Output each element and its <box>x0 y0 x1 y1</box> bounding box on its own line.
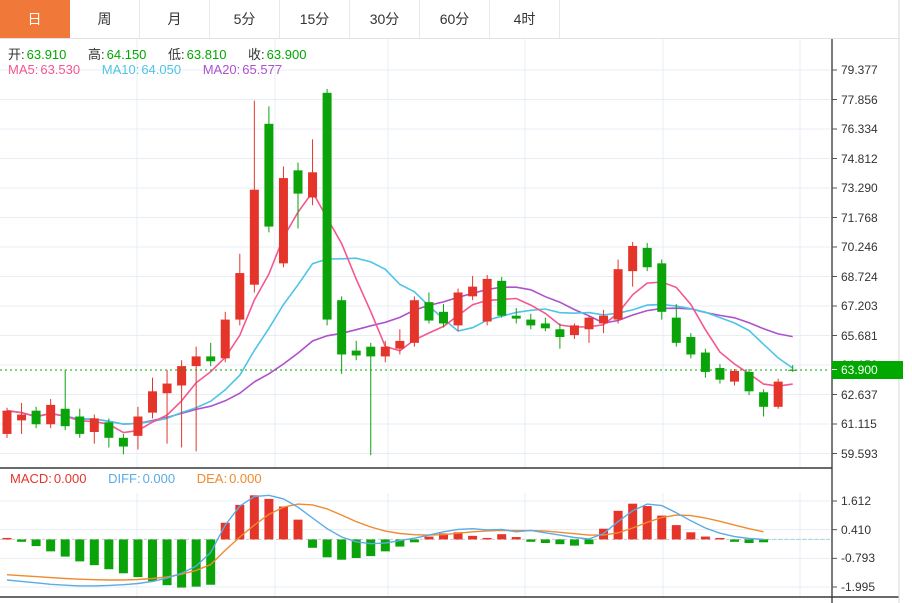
macd-value: 0.000 <box>53 471 87 486</box>
interval-tabbar: 日周月 5分 15分 30分 60分 4时 <box>0 0 899 39</box>
ma5-value: 63.530 <box>40 62 81 77</box>
price-tick-61.115: 61.115 <box>841 417 877 431</box>
tab-interval-2[interactable]: 周 <box>70 0 140 38</box>
price-tick-77.856: 77.856 <box>841 92 878 107</box>
tab-interval-5[interactable]: 15分 <box>280 0 350 38</box>
macd-tick--0.793: -0.793 <box>841 551 876 566</box>
price-tick-71.768: 71.768 <box>841 210 878 225</box>
ohlc-info-row: 开: 63.910 高: 64.150 低: 63.810 收: 63.900 <box>8 44 308 63</box>
dea-label: DEA: <box>196 471 228 486</box>
open-value: 63.910 <box>26 47 67 62</box>
ma5-label: MA5: <box>8 62 39 77</box>
tab-interval-1[interactable]: 日 <box>0 0 70 38</box>
macd-label: MACD: <box>10 471 52 486</box>
last-price-badge: 63.900 <box>832 360 903 379</box>
macd-tick--1.995: -1.995 <box>841 580 876 594</box>
grid-layer <box>0 39 830 597</box>
last-price-value: 63.900 <box>841 362 878 377</box>
tab-interval-3[interactable]: 月 <box>140 0 210 38</box>
macd-lines-layer <box>6 494 764 587</box>
price-tick-59.593: 59.593 <box>841 446 878 461</box>
price-tick-73.290: 73.290 <box>841 181 878 195</box>
open-label: 开: <box>8 47 25 62</box>
tab-interval-4[interactable]: 5分 <box>210 0 280 38</box>
close-value: 63.900 <box>266 47 307 62</box>
tab-interval-6[interactable]: 30分 <box>350 0 420 38</box>
price-tick-76.334: 76.334 <box>841 122 878 136</box>
diff-value: 0.000 <box>142 471 176 486</box>
low-value: 63.810 <box>186 47 227 62</box>
price-tick-79.377: 79.377 <box>841 63 878 77</box>
ma-lines-layer <box>6 190 794 434</box>
price-tick-74.812: 74.812 <box>841 151 878 166</box>
tab-interval-8[interactable]: 4时 <box>490 0 560 38</box>
price-tick-68.724: 68.724 <box>841 269 878 284</box>
price-tick-62.637: 62.637 <box>841 387 878 402</box>
macd-tick-0.410: 0.410 <box>841 522 872 537</box>
ma20-label: MA20: <box>202 62 241 77</box>
ma10-label: MA10: <box>101 62 140 77</box>
tab-interval-7[interactable]: 60分 <box>420 0 490 38</box>
macd-tick-1.612: 1.612 <box>841 494 872 508</box>
close-label: 收: <box>248 47 265 62</box>
macd-histogram-layer <box>2 495 769 588</box>
macd-info-row: MACD: 0.000 DIFF: 0.000 DEA: 0.000 <box>10 471 264 486</box>
dea-value: 0.000 <box>229 471 262 486</box>
low-label: 低: <box>168 47 185 62</box>
badge-tick-mark <box>832 369 837 371</box>
price-tick-65.681: 65.681 <box>841 328 878 343</box>
ma10-value: 64.050 <box>141 62 182 77</box>
price-tick-70.246: 70.246 <box>841 240 878 254</box>
candles-layer <box>2 88 798 456</box>
diff-label: DIFF: <box>108 471 141 486</box>
high-value: 64.150 <box>106 47 147 62</box>
ma-info-row: MA5: 63.530 MA10: 64.050 MA20: 65.577 <box>8 62 284 77</box>
ma20-value: 65.577 <box>242 62 283 77</box>
price-tick-67.203: 67.203 <box>841 299 878 313</box>
high-label: 高: <box>88 47 105 62</box>
